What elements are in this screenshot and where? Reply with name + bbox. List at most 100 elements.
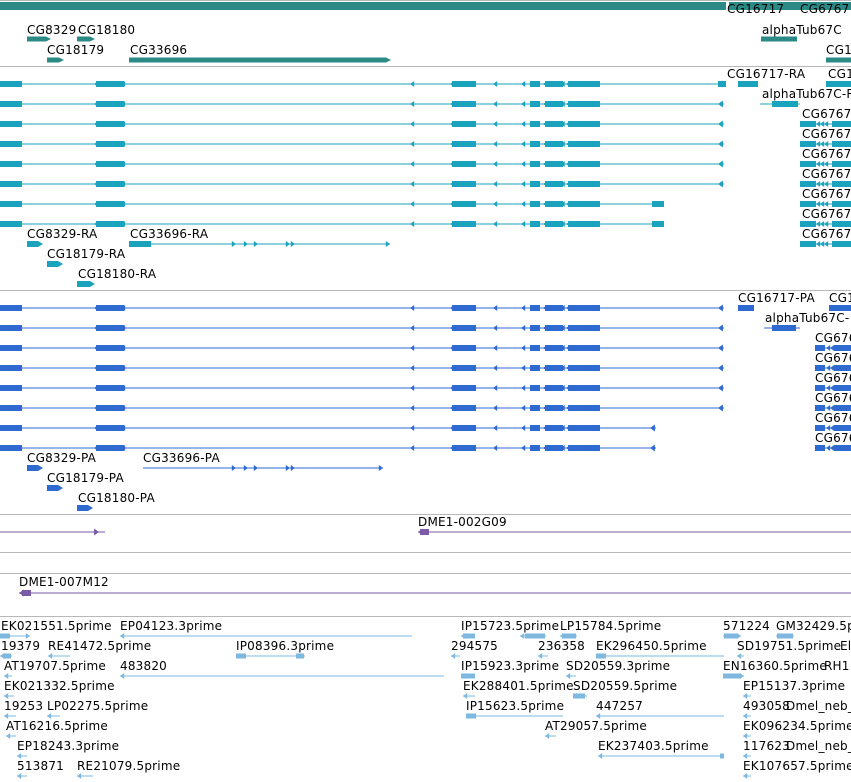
feature-label-transcript[interactable]: CG6767- xyxy=(802,107,851,121)
feature-label-est[interactable]: EP04123.3prime xyxy=(120,619,223,633)
strand-arrow xyxy=(736,633,741,639)
feature-label-est[interactable]: SD20559.5prime xyxy=(573,679,678,693)
feature-label-est[interactable]: EP15137.3prime xyxy=(743,679,846,693)
feature-label-est[interactable]: RH1 xyxy=(824,659,850,673)
strand-arrow xyxy=(466,713,471,719)
feature-label-est[interactable]: SD20559.3prime xyxy=(566,659,671,673)
feature-label-est[interactable]: EK107657.5prime xyxy=(743,759,851,773)
strand-arrow xyxy=(739,673,744,679)
feature-label-gene[interactable]: CG33696 xyxy=(130,43,188,57)
feature-label-clone[interactable]: DME1-002G09 xyxy=(418,515,507,529)
feature-label-est[interactable]: RE41472.5prime xyxy=(48,639,152,653)
feature-label-est[interactable]: 483820 xyxy=(120,659,168,673)
exon-block xyxy=(96,385,124,391)
exon-block xyxy=(568,101,576,107)
feature-label-protein[interactable]: CG16717-PA xyxy=(738,291,815,305)
feature-label-gene[interactable]: CG6767 xyxy=(800,2,850,16)
feature-label-protein[interactable]: CG1 xyxy=(829,291,851,305)
feature-label-transcript[interactable]: CG6767- xyxy=(802,207,851,221)
feature-label-est[interactable]: LP02275.5prime xyxy=(47,699,149,713)
feature-label-transcript[interactable]: CG6767- xyxy=(802,167,851,181)
feature-label-transcript[interactable]: CG16717-RA xyxy=(727,67,806,81)
feature-label-protein[interactable]: alphaTub67C- xyxy=(765,311,850,325)
strand-arrow xyxy=(521,405,526,411)
feature-label-est[interactable]: EK021332.5prime xyxy=(4,679,115,693)
feature-label-protein[interactable]: CG18179-PA xyxy=(47,471,124,485)
feature-label-est[interactable]: AT29057.5prime xyxy=(545,719,647,733)
feature-label-transcript[interactable]: CG18180-RA xyxy=(78,267,157,281)
strand-arrow xyxy=(493,141,498,147)
feature-label-transcript[interactable]: CG6767- xyxy=(802,187,851,201)
feature-label-est[interactable]: IP15923.3prime xyxy=(461,659,560,673)
exon-block xyxy=(568,345,576,351)
feature-label-est[interactable]: 19253 xyxy=(4,699,44,713)
exon-block xyxy=(652,221,664,227)
feature-label-transcript[interactable]: CG33696-RA xyxy=(130,227,209,241)
feature-label-protein[interactable]: CG8329-PA xyxy=(27,451,97,465)
feature-label-gene[interactable]: CG16717 xyxy=(727,2,785,16)
feature-label-gene[interactable]: CG18179 xyxy=(47,43,105,57)
track-separator xyxy=(0,573,851,574)
feature-label-transcript[interactable]: alphaTub67C-R xyxy=(762,87,851,101)
strand-arrow xyxy=(6,733,11,739)
feature-label-est[interactable]: IP08396.3prime xyxy=(236,639,335,653)
feature-label-est[interactable]: EN16360.5prime xyxy=(723,659,827,673)
exon-block xyxy=(826,81,851,87)
feature-label-transcript[interactable]: CG18179-RA xyxy=(47,247,126,261)
feature-label-est[interactable]: GM32429.5p xyxy=(776,619,851,633)
feature-label-protein[interactable]: CG33696-PA xyxy=(143,451,220,465)
feature-label-protein[interactable]: CG18180-PA xyxy=(78,491,155,505)
feature-label-protein[interactable]: CG676 xyxy=(815,351,851,365)
feature-label-est[interactable]: Dmel_neb_ xyxy=(786,739,851,753)
feature-label-est[interactable]: Dmel_neb_ xyxy=(786,699,851,713)
feature-label-gene[interactable]: alphaTub67C xyxy=(762,23,842,37)
feature-label-gene[interactable]: CG18180 xyxy=(78,23,136,37)
feature-label-est[interactable]: IP15723.5prime xyxy=(461,619,560,633)
feature-label-clone[interactable]: DME1-007M12 xyxy=(19,575,109,589)
strand-arrow xyxy=(461,633,466,639)
feature-label-est[interactable]: EP18243.3prime xyxy=(17,739,120,753)
feature-label-protein[interactable]: CG676 xyxy=(815,391,851,405)
feature-label-transcript[interactable]: CG6767- xyxy=(802,147,851,161)
feature-label-est[interactable]: 236358 xyxy=(538,639,586,653)
feature-label-est[interactable]: EK237403.5prime xyxy=(598,739,709,753)
feature-label-transcript[interactable]: CG6767- xyxy=(802,227,851,241)
feature-label-est[interactable]: EK021551.5prime xyxy=(1,619,112,633)
feature-label-est[interactable]: 19379 xyxy=(1,639,41,653)
feature-label-est[interactable]: LP15784.5prime xyxy=(560,619,662,633)
feature-label-est[interactable]: 447257 xyxy=(596,699,644,713)
feature-label-est[interactable]: EK096234.5prime xyxy=(743,719,851,733)
feature-label-est[interactable]: RE21079.5prime xyxy=(77,759,181,773)
feature-label-est[interactable]: El xyxy=(840,639,851,653)
feature-label-est[interactable]: 571224 xyxy=(723,619,771,633)
strand-arrow xyxy=(243,241,248,247)
strand-arrow xyxy=(4,673,9,679)
exon-block xyxy=(576,385,600,391)
feature-label-est[interactable]: EK288401.5prime xyxy=(463,679,574,693)
feature-label-est[interactable]: IP15623.5prime xyxy=(466,699,565,713)
strand-arrow xyxy=(718,324,723,332)
feature-label-protein[interactable]: CG676 xyxy=(815,371,851,385)
feature-label-est[interactable]: EK296450.5prime xyxy=(596,639,707,653)
feature-label-est[interactable]: AT19707.5prime xyxy=(4,659,106,673)
feature-label-est[interactable]: AT16216.5prime xyxy=(6,719,108,733)
feature-label-transcript[interactable]: CG8329-RA xyxy=(27,227,98,241)
exon-block xyxy=(452,365,476,371)
feature-label-est[interactable]: 493058 xyxy=(743,699,791,713)
strand-arrow xyxy=(77,773,82,779)
feature-label-est[interactable]: 294575 xyxy=(451,639,499,653)
feature-label-est[interactable]: SD19751.5prime xyxy=(737,639,842,653)
feature-label-est[interactable]: 513871 xyxy=(17,759,65,773)
exon-block xyxy=(568,121,576,127)
feature-label-transcript[interactable]: CG6767- xyxy=(802,127,851,141)
feature-label-gene[interactable]: CG1 xyxy=(826,43,851,57)
feature-label-transcript[interactable]: CG1 xyxy=(828,67,851,81)
feature-label-protein[interactable]: CG676 xyxy=(815,431,851,445)
feature-label-gene[interactable]: CG8329 xyxy=(27,23,77,37)
exon-block xyxy=(530,221,540,227)
feature-label-protein[interactable]: CG676 xyxy=(815,331,851,345)
strand-arrow xyxy=(573,693,578,699)
feature-label-est[interactable]: 117623 xyxy=(743,739,791,753)
strand-arrow xyxy=(493,405,498,411)
feature-label-protein[interactable]: CG676 xyxy=(815,411,851,425)
